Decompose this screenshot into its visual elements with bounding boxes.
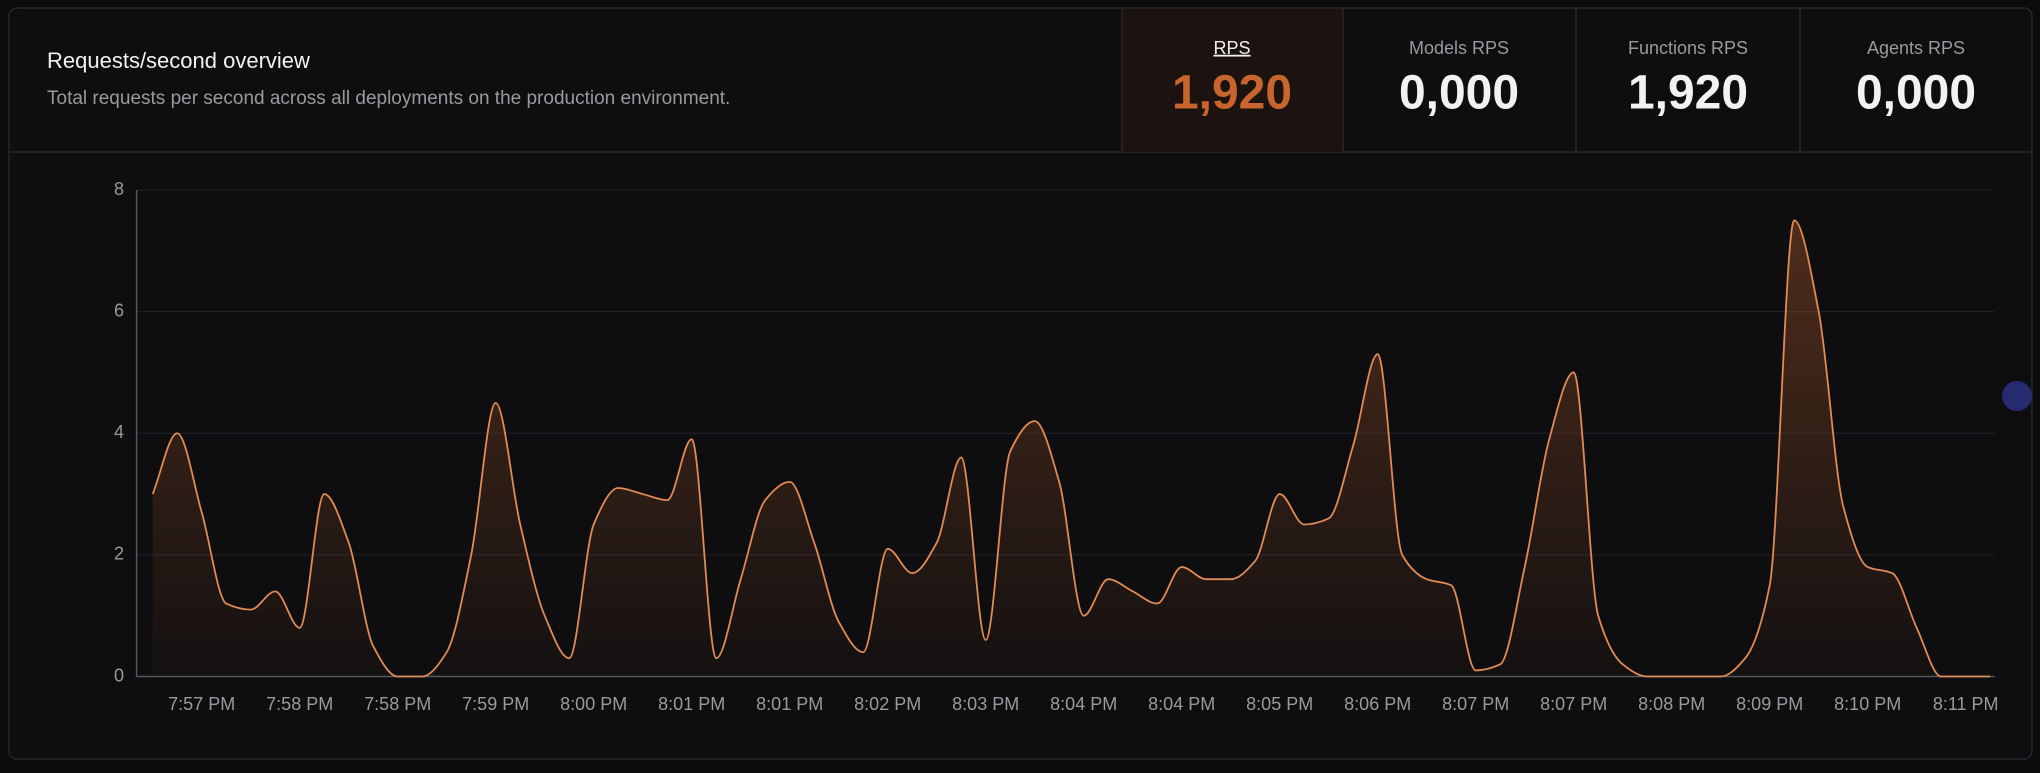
y-tick-label: 2 — [114, 544, 124, 564]
x-tick-label: 8:09 PM — [1736, 694, 1803, 714]
x-tick-label: 8:10 PM — [1834, 694, 1901, 714]
y-tick-label: 0 — [114, 665, 124, 685]
scroll-indicator[interactable] — [2002, 381, 2032, 411]
x-tick-label: 8:08 PM — [1638, 694, 1705, 714]
x-tick-label: 8:01 PM — [658, 694, 725, 714]
x-tick-label: 8:07 PM — [1442, 694, 1509, 714]
x-tick-label: 7:57 PM — [168, 694, 235, 714]
stat-label: Models RPS — [1409, 38, 1509, 58]
stat-value: 0,000 — [1856, 67, 1976, 120]
title: Requests/second overview — [47, 48, 310, 73]
x-tick-label: 8:06 PM — [1344, 694, 1411, 714]
stat-value: 0,000 — [1399, 67, 1519, 120]
x-tick-label: 8:01 PM — [756, 694, 823, 714]
x-tick-label: 7:59 PM — [462, 694, 529, 714]
stat-label: Agents RPS — [1867, 38, 1965, 58]
x-tick-label: 8:07 PM — [1540, 694, 1607, 714]
subtitle: Total requests per second across all dep… — [47, 88, 730, 109]
y-tick-label: 8 — [114, 179, 124, 199]
active-stat-bg — [1122, 9, 1343, 152]
stat-label[interactable]: RPS — [1213, 38, 1250, 58]
x-tick-label: 8:02 PM — [854, 694, 921, 714]
stat-label: Functions RPS — [1628, 38, 1748, 58]
stat-value: 1,920 — [1172, 67, 1292, 120]
x-tick-label: 8:03 PM — [952, 694, 1019, 714]
y-tick-label: 4 — [114, 422, 124, 442]
y-tick-label: 6 — [114, 300, 124, 320]
x-tick-label: 8:00 PM — [560, 694, 627, 714]
x-tick-label: 7:58 PM — [266, 694, 333, 714]
x-tick-label: 8:05 PM — [1246, 694, 1313, 714]
line — [151, 219, 1991, 678]
x-tick-label: 8:04 PM — [1148, 694, 1215, 714]
area-fill — [152, 220, 1991, 677]
x-tick-label: 8:11 PM — [1933, 694, 1999, 714]
x-tick-label: 7:58 PM — [364, 694, 431, 714]
x-tick-label: 8:04 PM — [1050, 694, 1117, 714]
stat-value: 1,920 — [1628, 67, 1748, 120]
